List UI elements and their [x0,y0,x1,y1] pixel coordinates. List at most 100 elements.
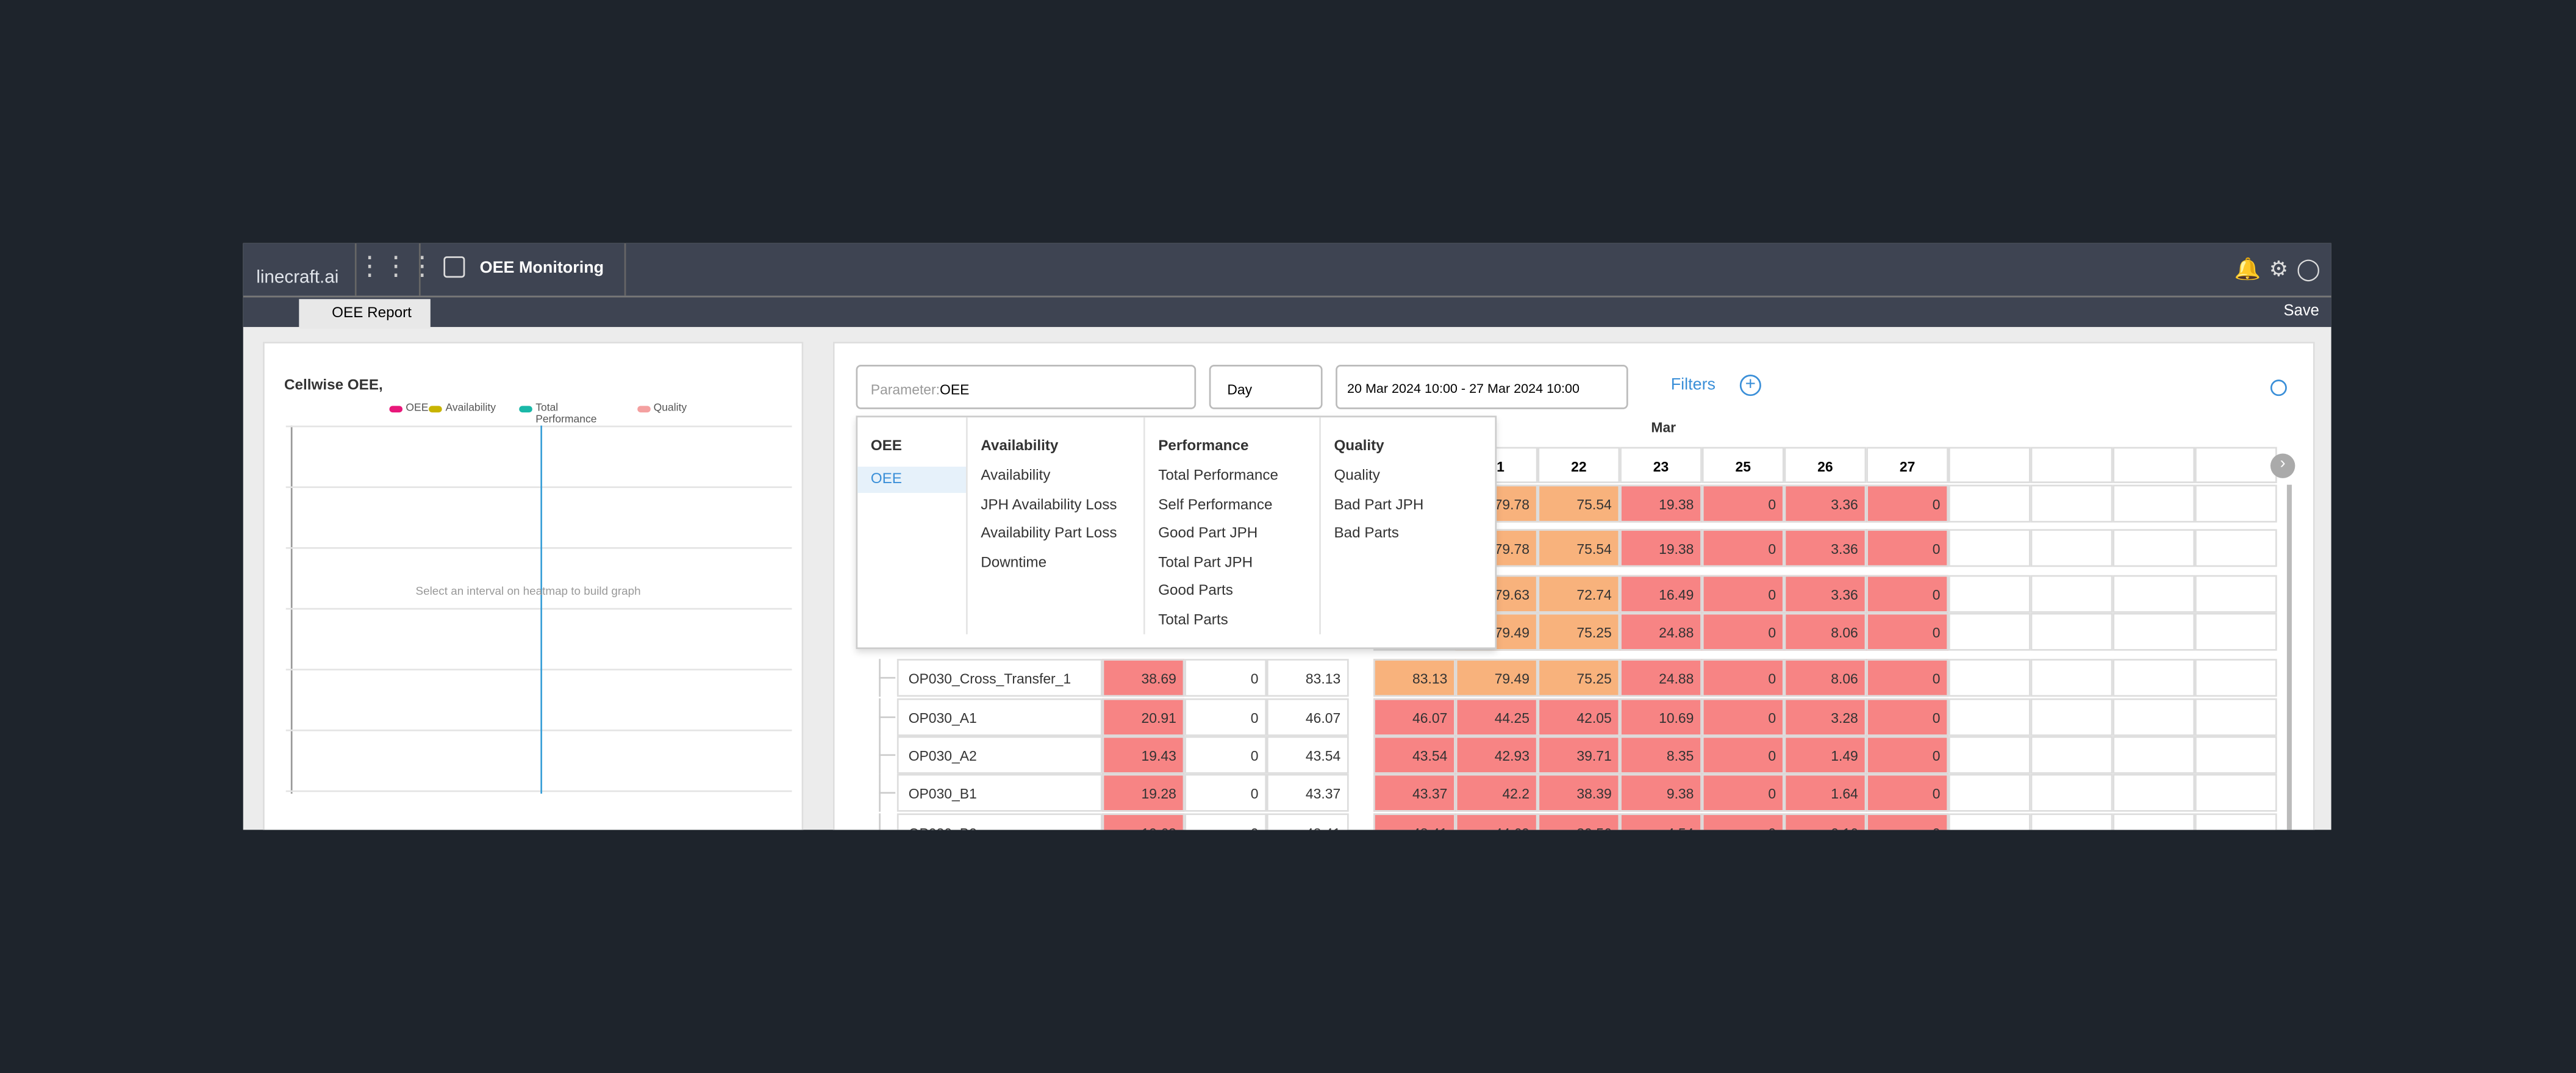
empty-cell [2195,773,2277,812]
heat-cell: 0 [1866,529,1948,567]
chart-icon [443,256,465,278]
menu-item[interactable]: Total Performance [1158,467,1278,483]
value-cell: 38.69 [1102,659,1185,697]
row-name: OP030_B2 [896,813,1103,830]
right-card: Parameter:OEE Day 20 Mar 2024 10:00 - 27… [832,342,2317,830]
empty-cell [2195,529,2277,567]
row-name: OP030_B1 [896,773,1103,812]
menu-item[interactable]: Good Parts [1158,581,1233,598]
grid-line [285,547,792,549]
menu-item[interactable]: Total Part JPH [1158,553,1253,570]
menu-heading: OEE [870,437,902,454]
heat-cell: 16.49 [1620,575,1702,613]
heat-cell: 79.49 [1455,659,1538,697]
legend-swatch [637,406,651,413]
heat-cell: 0 [1701,612,1784,651]
grid-line [285,608,792,610]
value-cell: 0 [1184,773,1267,812]
empty-cell [2113,575,2195,613]
heat-cell: 0 [1866,736,1948,774]
apps-icon[interactable]: ⋮⋮⋮ [354,243,435,296]
heat-cell: 0 [1866,773,1948,812]
heat-cell: 0 [1701,736,1784,774]
empty-cell [2030,575,2113,613]
empty-cell [2195,612,2277,651]
row-name: OP030_Cross_Transfer_1 [896,659,1103,697]
heatmap-table: Mar21222325262779.7875.5419.3803.36079.7… [835,343,2317,830]
heat-cell: 0 [1866,698,1948,736]
empty-cell [2113,813,2195,830]
heat-cell: 0 [1866,612,1948,651]
heat-cell: 75.25 [1537,659,1620,697]
empty-cell [2113,698,2195,736]
label: Parameter: [870,381,940,398]
heat-cell: 8.06 [1784,659,1867,697]
heat-cell: 0 [1701,773,1784,812]
period-select[interactable]: Day [1209,365,1323,409]
menu-item[interactable]: Total Parts [1158,610,1228,627]
menu-item[interactable]: Good Part JPH [1158,524,1258,541]
heat-cell: 1.64 [1784,773,1867,812]
grid-line [285,486,792,489]
empty-header [1948,447,2031,483]
heat-cell: 83.13 [1373,659,1456,697]
legend-label: Total Performance [535,402,597,426]
value-cell: 43.37 [1266,773,1349,812]
heat-cell: 0 [1701,659,1784,697]
menu-item[interactable]: Self Performance [1158,495,1273,512]
empty-cell [2030,736,2113,774]
tree-line [879,716,896,719]
heat-cell: 44.69 [1455,813,1538,830]
heat-cell: 3.36 [1784,484,1867,523]
heat-cell: 43.37 [1373,773,1456,812]
header-icons[interactable]: 🔔⚙◯ [2234,256,2329,281]
menu-item[interactable]: JPH Availability Loss [981,495,1117,512]
empty-cell [1948,698,2031,736]
heat-cell: 0 [1701,484,1784,523]
heat-cell: 0.16 [1784,813,1867,830]
heat-cell: 0 [1701,813,1784,830]
menu-item[interactable]: Bad Part JPH [1334,495,1424,512]
save-button[interactable]: Save [2283,302,2319,321]
empty-header [2195,447,2277,483]
heat-cell: 0 [1866,659,1948,697]
parameter-select[interactable]: Parameter:OEE [856,365,1197,409]
logo[interactable]: linecraft.ai [256,268,339,288]
menu-item[interactable]: Availability [981,467,1051,483]
legend-label: OEE [406,402,429,414]
add-filter[interactable]: + [1739,375,1761,397]
scroll-right[interactable]: › [2270,453,2295,478]
info-icon[interactable] [2270,379,2287,397]
empty-cell [1948,612,2031,651]
value-cell: 0 [1184,659,1267,697]
row-name: OP030_A1 [896,698,1103,736]
value-cell: 83.13 [1266,659,1349,697]
heat-cell: 39.71 [1537,736,1620,774]
placeholder: Select an interval on heatmap to build g… [415,586,641,598]
heat-cell: 0 [1866,484,1948,523]
empty-cell [1948,813,2031,830]
menu-column: Availability Availability JPH Availability… [966,417,1143,634]
menu-item[interactable]: Downtime [981,553,1047,570]
menu-heading: Performance [1158,437,1249,454]
empty-cell [2030,813,2113,830]
menu-item[interactable]: Availability Part Loss [981,524,1117,541]
value-cell: 46.07 [1266,698,1349,736]
heat-cell: 43.54 [1373,736,1456,774]
parameter-dropdown: OEE OEE Availability Availability JPH Availa… [856,415,1497,650]
menu-item[interactable]: OEE [857,467,967,493]
filters[interactable]: Filters [1670,376,1716,395]
date-range[interactable]: 20 Mar 2024 10:00 - 27 Mar 2024 10:00 [1336,365,1628,409]
heat-cell: 19.38 [1620,529,1702,567]
grid-line [285,669,792,671]
left-card: Cellwise OEE, OEE Availability Total Perfo… [263,342,804,830]
heat-cell: 42.05 [1537,698,1620,736]
menu-item[interactable]: Quality [1334,467,1380,483]
heat-cell: 9.38 [1620,773,1702,812]
heat-cell: 10.69 [1620,698,1702,736]
tab[interactable]: OEE Report [299,299,431,329]
heat-cell: 0 [1866,813,1948,830]
menu-item[interactable]: Bad Parts [1334,524,1399,541]
